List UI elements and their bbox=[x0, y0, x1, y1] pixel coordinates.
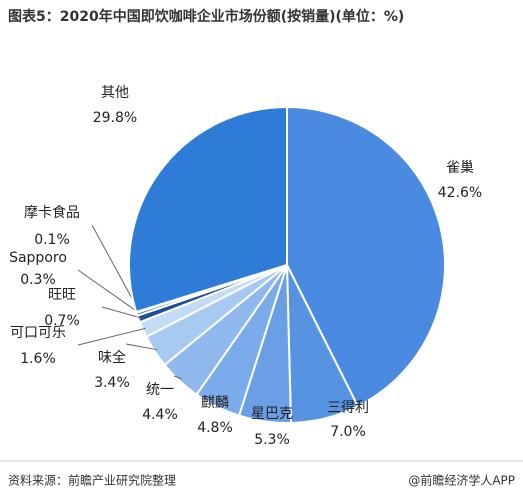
leader-line bbox=[173, 375, 182, 380]
value-label: 0.7% bbox=[44, 313, 80, 329]
value-label: 42.6% bbox=[438, 185, 482, 201]
value-label: 7.0% bbox=[330, 424, 366, 440]
slice-label: 其他 bbox=[101, 85, 129, 101]
slice-label: 星巴克 bbox=[251, 406, 293, 422]
slice-label: 麒麟 bbox=[201, 395, 229, 411]
chart-title: 图表5：2020年中国即饮咖啡企业市场份额(按销量)(单位：%) bbox=[8, 8, 404, 25]
leader-line bbox=[101, 306, 142, 319]
leader-line bbox=[77, 327, 146, 346]
slice-label: 旺旺 bbox=[48, 287, 76, 303]
value-label: 29.8% bbox=[93, 110, 137, 126]
slice-label: 统一 bbox=[146, 382, 174, 398]
slice-label: Sapporo bbox=[9, 250, 67, 266]
slice-label: 可口可乐 bbox=[10, 325, 66, 341]
leader-line bbox=[125, 343, 158, 351]
slice-label: 雀巢 bbox=[446, 160, 474, 176]
value-label: 0.3% bbox=[20, 272, 56, 288]
value-label: 1.6% bbox=[20, 351, 56, 367]
pie-slice bbox=[286, 105, 446, 408]
source: 资料来源：前瞻产业研究院整理 bbox=[8, 473, 176, 488]
slice-label: 三得利 bbox=[327, 399, 369, 416]
pie-slice bbox=[128, 105, 288, 314]
value-label: 0.1% bbox=[34, 232, 70, 248]
value-label: 3.4% bbox=[94, 375, 130, 391]
leader-line bbox=[77, 269, 141, 314]
slice-label: 摩卡食品 bbox=[24, 204, 80, 221]
value-label: 5.3% bbox=[254, 432, 290, 448]
value-label: 4.4% bbox=[142, 407, 178, 423]
value-label: 4.8% bbox=[197, 420, 233, 436]
slice-label: 味全 bbox=[98, 349, 126, 366]
footer: @前瞻经济学人APP bbox=[408, 473, 515, 488]
